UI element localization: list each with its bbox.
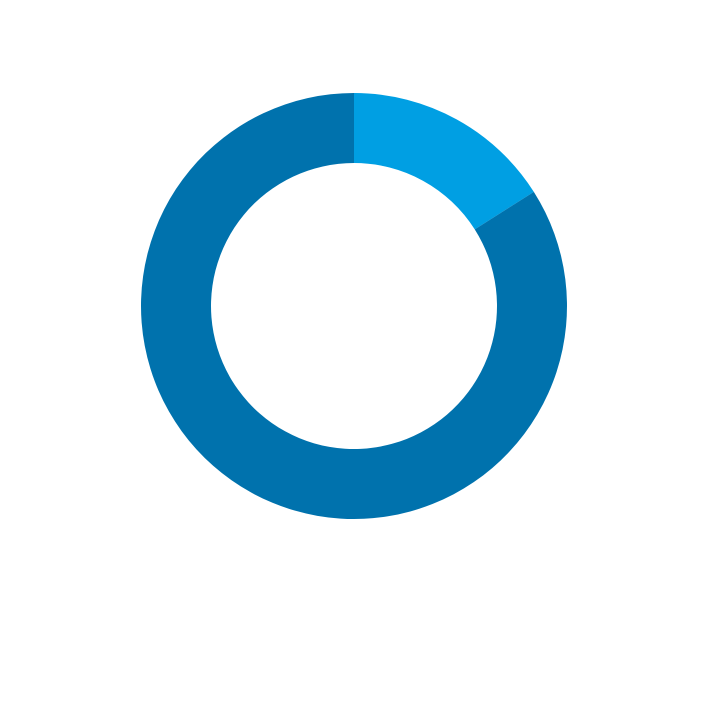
- donut-slice-1: [354, 93, 534, 230]
- donut-slice-2: [140, 93, 567, 519]
